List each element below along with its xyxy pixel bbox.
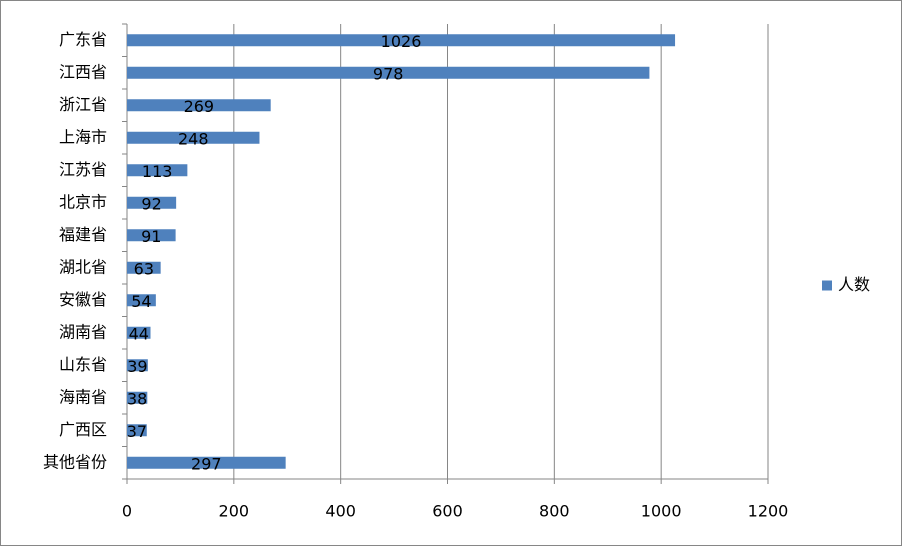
legend-swatch	[822, 280, 832, 291]
data-label: 38	[127, 389, 147, 408]
y-tick-label: 江西省	[59, 62, 107, 81]
y-tick-label: 广西区	[59, 420, 107, 439]
bar	[127, 131, 260, 144]
legend-label: 人数	[838, 275, 870, 294]
data-label: 37	[127, 422, 147, 441]
x-tick-label: 1200	[748, 502, 789, 521]
bar	[127, 391, 148, 404]
bar	[127, 229, 176, 242]
x-tick-label: 1000	[641, 502, 682, 521]
y-tick-label: 安徽省	[59, 290, 107, 309]
y-tick-label: 山东省	[59, 355, 107, 374]
data-label: 1026	[381, 32, 422, 51]
bar	[127, 196, 177, 209]
data-label: 269	[184, 97, 215, 116]
x-tick-label: 800	[539, 502, 570, 521]
data-label: 91	[141, 227, 161, 246]
x-tick-label: 400	[325, 502, 356, 521]
data-label: 113	[142, 162, 173, 181]
bar	[127, 261, 161, 274]
data-label: 54	[131, 292, 151, 311]
y-tick-label: 江苏省	[59, 160, 107, 179]
y-tick-label: 海南省	[59, 387, 107, 406]
x-tick-label: 0	[122, 502, 132, 521]
bar	[127, 164, 188, 177]
x-tick-label: 600	[432, 502, 463, 521]
data-label: 978	[373, 64, 404, 83]
bar	[127, 66, 650, 79]
bar	[127, 424, 147, 437]
data-label: 297	[191, 454, 222, 473]
bar	[127, 359, 148, 372]
y-tick-label: 北京市	[59, 192, 107, 211]
data-label: 44	[129, 324, 149, 343]
bar	[127, 456, 286, 469]
data-label: 248	[178, 129, 209, 148]
y-tick-label: 湖北省	[59, 257, 107, 276]
data-label: 39	[127, 357, 147, 376]
data-label: 92	[141, 194, 161, 213]
x-tick-label: 200	[219, 502, 250, 521]
y-tick-label: 湖南省	[59, 322, 107, 341]
y-tick-label: 福建省	[59, 225, 107, 244]
bar	[127, 294, 156, 307]
bar	[127, 326, 151, 339]
data-label: 63	[134, 259, 154, 278]
y-tick-label: 上海市	[59, 127, 107, 146]
y-tick-label: 浙江省	[59, 95, 107, 114]
y-tick-label: 广东省	[59, 30, 107, 49]
y-tick-label: 其他省份	[43, 452, 107, 471]
bar	[127, 99, 271, 112]
bar	[127, 34, 676, 47]
